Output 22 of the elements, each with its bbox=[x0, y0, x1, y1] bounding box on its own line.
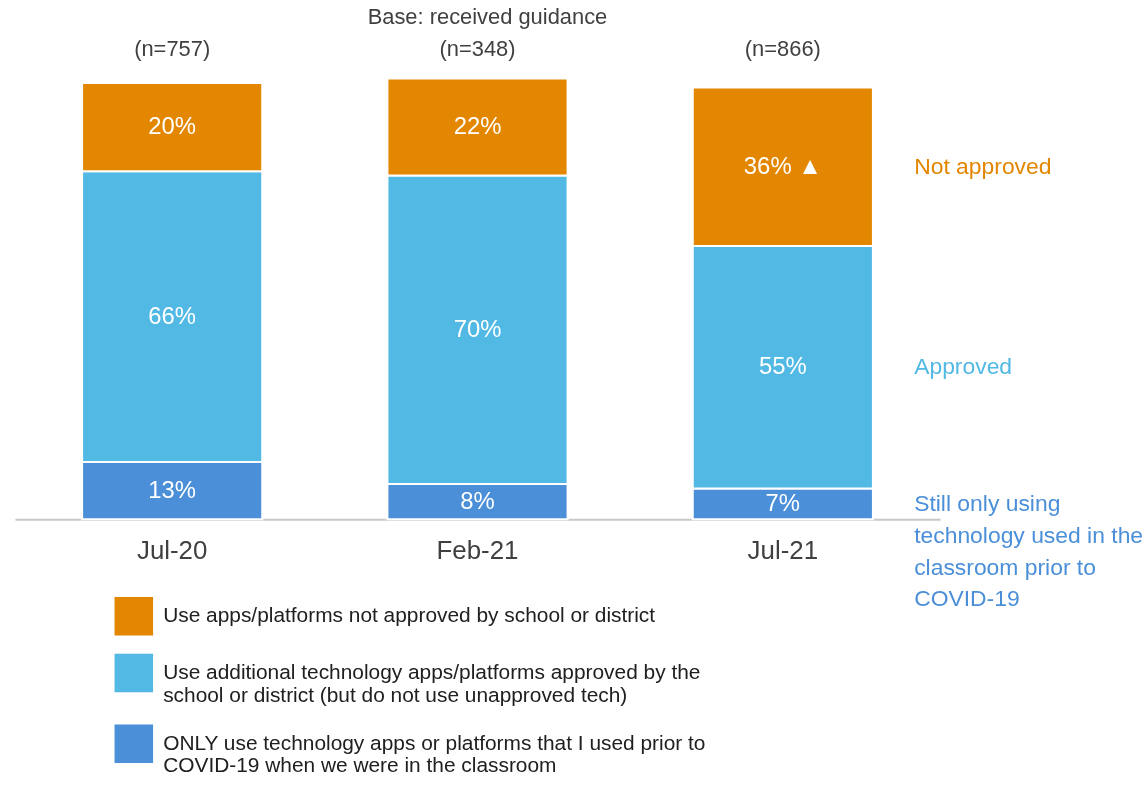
data-label: 20% bbox=[148, 112, 197, 140]
data-label: 55% bbox=[758, 352, 807, 380]
legend-label: Use apps/platforms not approved by school or district bbox=[163, 603, 656, 627]
data-label: 8% bbox=[460, 486, 495, 514]
text: (n=757) bbox=[134, 35, 211, 61]
data-label: 13% bbox=[148, 475, 197, 503]
annotation: Still only using technology used in the classroom prior to COVID-19 bbox=[914, 489, 1144, 612]
annotation: Not approved bbox=[914, 152, 1052, 179]
text: Base: received guidance bbox=[367, 3, 608, 29]
annotation: Approved bbox=[914, 353, 1013, 380]
data-label: 66% bbox=[148, 301, 197, 329]
x-tick-label: Feb-21 bbox=[436, 535, 519, 564]
data-label: 22% bbox=[453, 112, 502, 140]
data-label: 70% bbox=[453, 314, 502, 342]
legend-label: ONLY use technology apps or platforms that I used prior to COVID-19 when we were in the classroom bbox=[163, 730, 706, 777]
data-label: 36% ▲ bbox=[743, 151, 822, 179]
x-tick-label: Jul-21 bbox=[747, 535, 819, 564]
data-label: 7% bbox=[765, 488, 801, 516]
text: (n=866) bbox=[744, 35, 821, 61]
x-tick-label: Jul-20 bbox=[136, 535, 208, 564]
text: (n=348) bbox=[439, 35, 516, 61]
legend-label: Use additional technology apps/platforms approved by the school or district (but do not use unapproved tech) bbox=[163, 659, 701, 706]
